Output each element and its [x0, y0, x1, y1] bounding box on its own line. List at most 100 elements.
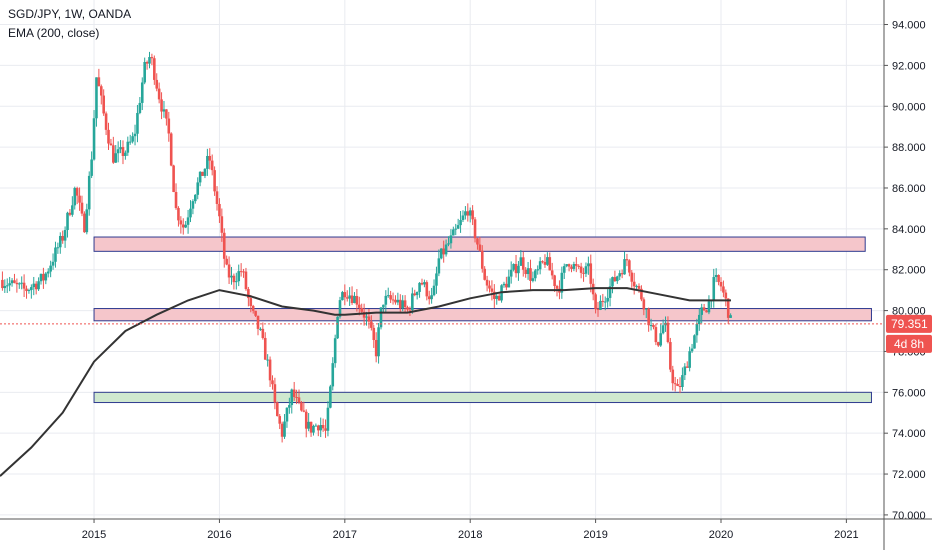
candle-body — [92, 118, 96, 160]
candle-body — [353, 295, 356, 304]
candle-body — [15, 282, 19, 285]
candle-body — [529, 268, 532, 281]
candle-body — [473, 219, 477, 239]
x-tick-label: 2019 — [583, 529, 607, 541]
candle-body — [225, 258, 228, 265]
candle-body — [259, 328, 262, 330]
candle-body — [66, 212, 69, 231]
candle-body — [420, 282, 424, 285]
candle-body — [235, 281, 238, 283]
y-tick-label: 92.000 — [892, 60, 926, 72]
candle-body — [425, 282, 429, 297]
candle-body — [603, 301, 607, 303]
symbol-legend[interactable]: SGD/JPY, 1W, OANDA — [8, 7, 132, 21]
indicator-legend[interactable]: EMA (200, close) — [8, 26, 100, 40]
candle-body — [5, 285, 9, 287]
candle-body — [637, 285, 641, 289]
candle-body — [681, 375, 684, 388]
candle-body — [169, 133, 173, 166]
candle-body — [357, 304, 361, 308]
candle-body — [553, 275, 556, 287]
candle-body — [454, 228, 458, 230]
candle-body — [56, 247, 60, 249]
candle-body — [42, 273, 45, 281]
candle-body — [249, 298, 253, 306]
candle-body — [702, 307, 706, 311]
candle-body — [435, 273, 438, 286]
candle-body — [46, 271, 50, 274]
candle-body — [133, 133, 137, 137]
candle-body — [189, 208, 192, 218]
candle-body — [594, 294, 597, 310]
candle-body — [215, 191, 219, 204]
candle-body — [437, 258, 441, 274]
candle-body — [456, 225, 460, 229]
candle-body — [1, 279, 4, 289]
y-tick-label: 88.000 — [892, 142, 926, 154]
candle-body — [75, 187, 79, 196]
x-tick-label: 2018 — [458, 529, 482, 541]
candle-body — [577, 265, 581, 267]
candle-body — [155, 79, 159, 89]
candle-body — [644, 308, 648, 310]
candle-body — [140, 82, 144, 103]
candle-body — [719, 281, 723, 287]
candle-body — [449, 235, 453, 244]
candle-body — [63, 230, 67, 241]
candle-body — [97, 77, 101, 87]
candle-body — [726, 298, 730, 318]
candle-body — [222, 232, 226, 259]
y-tick-label: 82.000 — [892, 265, 926, 277]
candle-body — [459, 220, 462, 226]
candle-body — [478, 244, 482, 251]
candle-body — [495, 295, 499, 299]
candle-body — [401, 300, 404, 309]
candle-body — [276, 402, 279, 417]
candle-body — [150, 57, 154, 59]
support-zone — [93, 391, 872, 404]
candle-body — [652, 325, 655, 328]
candle-body — [690, 348, 694, 352]
candle-body — [114, 153, 118, 163]
candle-body — [309, 421, 313, 433]
y-tick-label: 86.000 — [892, 183, 926, 195]
candle-body — [174, 192, 178, 209]
candle-body — [502, 283, 506, 286]
candle-body — [20, 282, 24, 284]
candle-body — [338, 300, 342, 317]
candle-body — [468, 210, 472, 216]
candle-body — [314, 425, 318, 427]
candle-body — [273, 384, 277, 403]
candle-body — [406, 307, 409, 310]
candle-body — [95, 77, 98, 119]
candle-body — [534, 270, 537, 279]
candle-body — [128, 141, 132, 143]
candle-body — [666, 322, 670, 343]
candle-body — [44, 273, 48, 281]
candle-body — [669, 342, 672, 370]
candle-body — [536, 269, 540, 271]
candle-body — [329, 386, 332, 408]
candle-body — [656, 342, 660, 346]
candle-body — [538, 261, 542, 270]
candle-body — [355, 295, 359, 305]
candle-body — [526, 268, 530, 275]
candle-body — [239, 271, 243, 273]
candle-body — [442, 248, 445, 255]
candle-body — [606, 297, 609, 302]
candle-body — [104, 113, 108, 130]
candle-body — [507, 276, 511, 288]
x-tick-label: 2017 — [333, 529, 357, 541]
candle-body — [285, 407, 289, 422]
candle-body — [550, 270, 554, 276]
candle-body — [165, 109, 168, 119]
candle-body — [54, 247, 57, 262]
candle-body — [415, 291, 419, 296]
candle-body — [512, 264, 515, 270]
candle-body — [319, 424, 323, 431]
candle-body — [196, 182, 200, 195]
candle-body — [379, 307, 383, 328]
candle-body — [266, 359, 269, 361]
